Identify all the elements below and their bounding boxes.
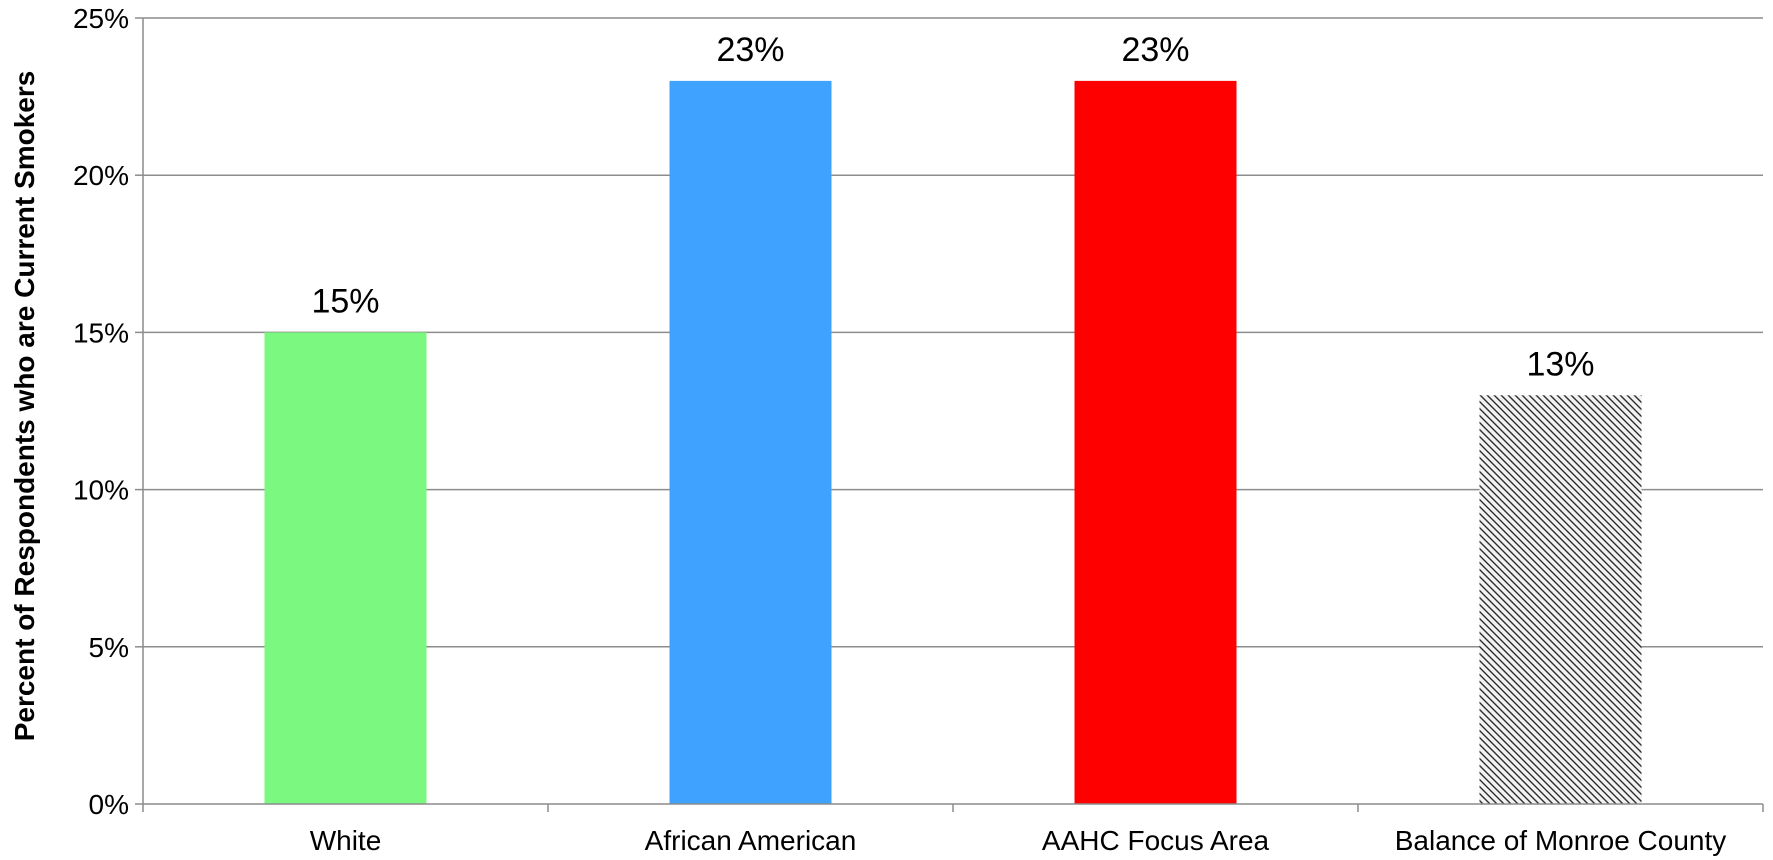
y-tick-label: 15% <box>73 317 129 348</box>
x-tick-label: AAHC Focus Area <box>1042 825 1270 856</box>
bar <box>264 332 427 804</box>
x-tick-label: Balance of Monroe County <box>1395 825 1727 856</box>
data-label: 23% <box>1121 31 1189 69</box>
y-tick-label: 0% <box>89 789 129 820</box>
bars <box>264 80 1642 804</box>
x-tick-label: African American <box>645 825 857 856</box>
data-label: 13% <box>1526 345 1594 383</box>
y-tick-label: 20% <box>73 160 129 191</box>
labels: 0% 5% 10% 15% 20% 25% 15% White 23% African Ameri… <box>73 3 1726 856</box>
y-tick-label: 5% <box>89 632 129 663</box>
data-label: 15% <box>311 282 379 320</box>
data-label: 23% <box>716 31 784 69</box>
bar <box>669 80 832 804</box>
bar <box>1479 395 1642 804</box>
axes <box>135 17 1764 812</box>
y-tick-label: 25% <box>73 3 129 34</box>
x-tick-label: White <box>310 825 382 856</box>
y-axis-title: Percent of Respondents who are Current S… <box>9 71 40 742</box>
bar <box>1074 80 1237 804</box>
y-tick-label: 10% <box>73 475 129 506</box>
